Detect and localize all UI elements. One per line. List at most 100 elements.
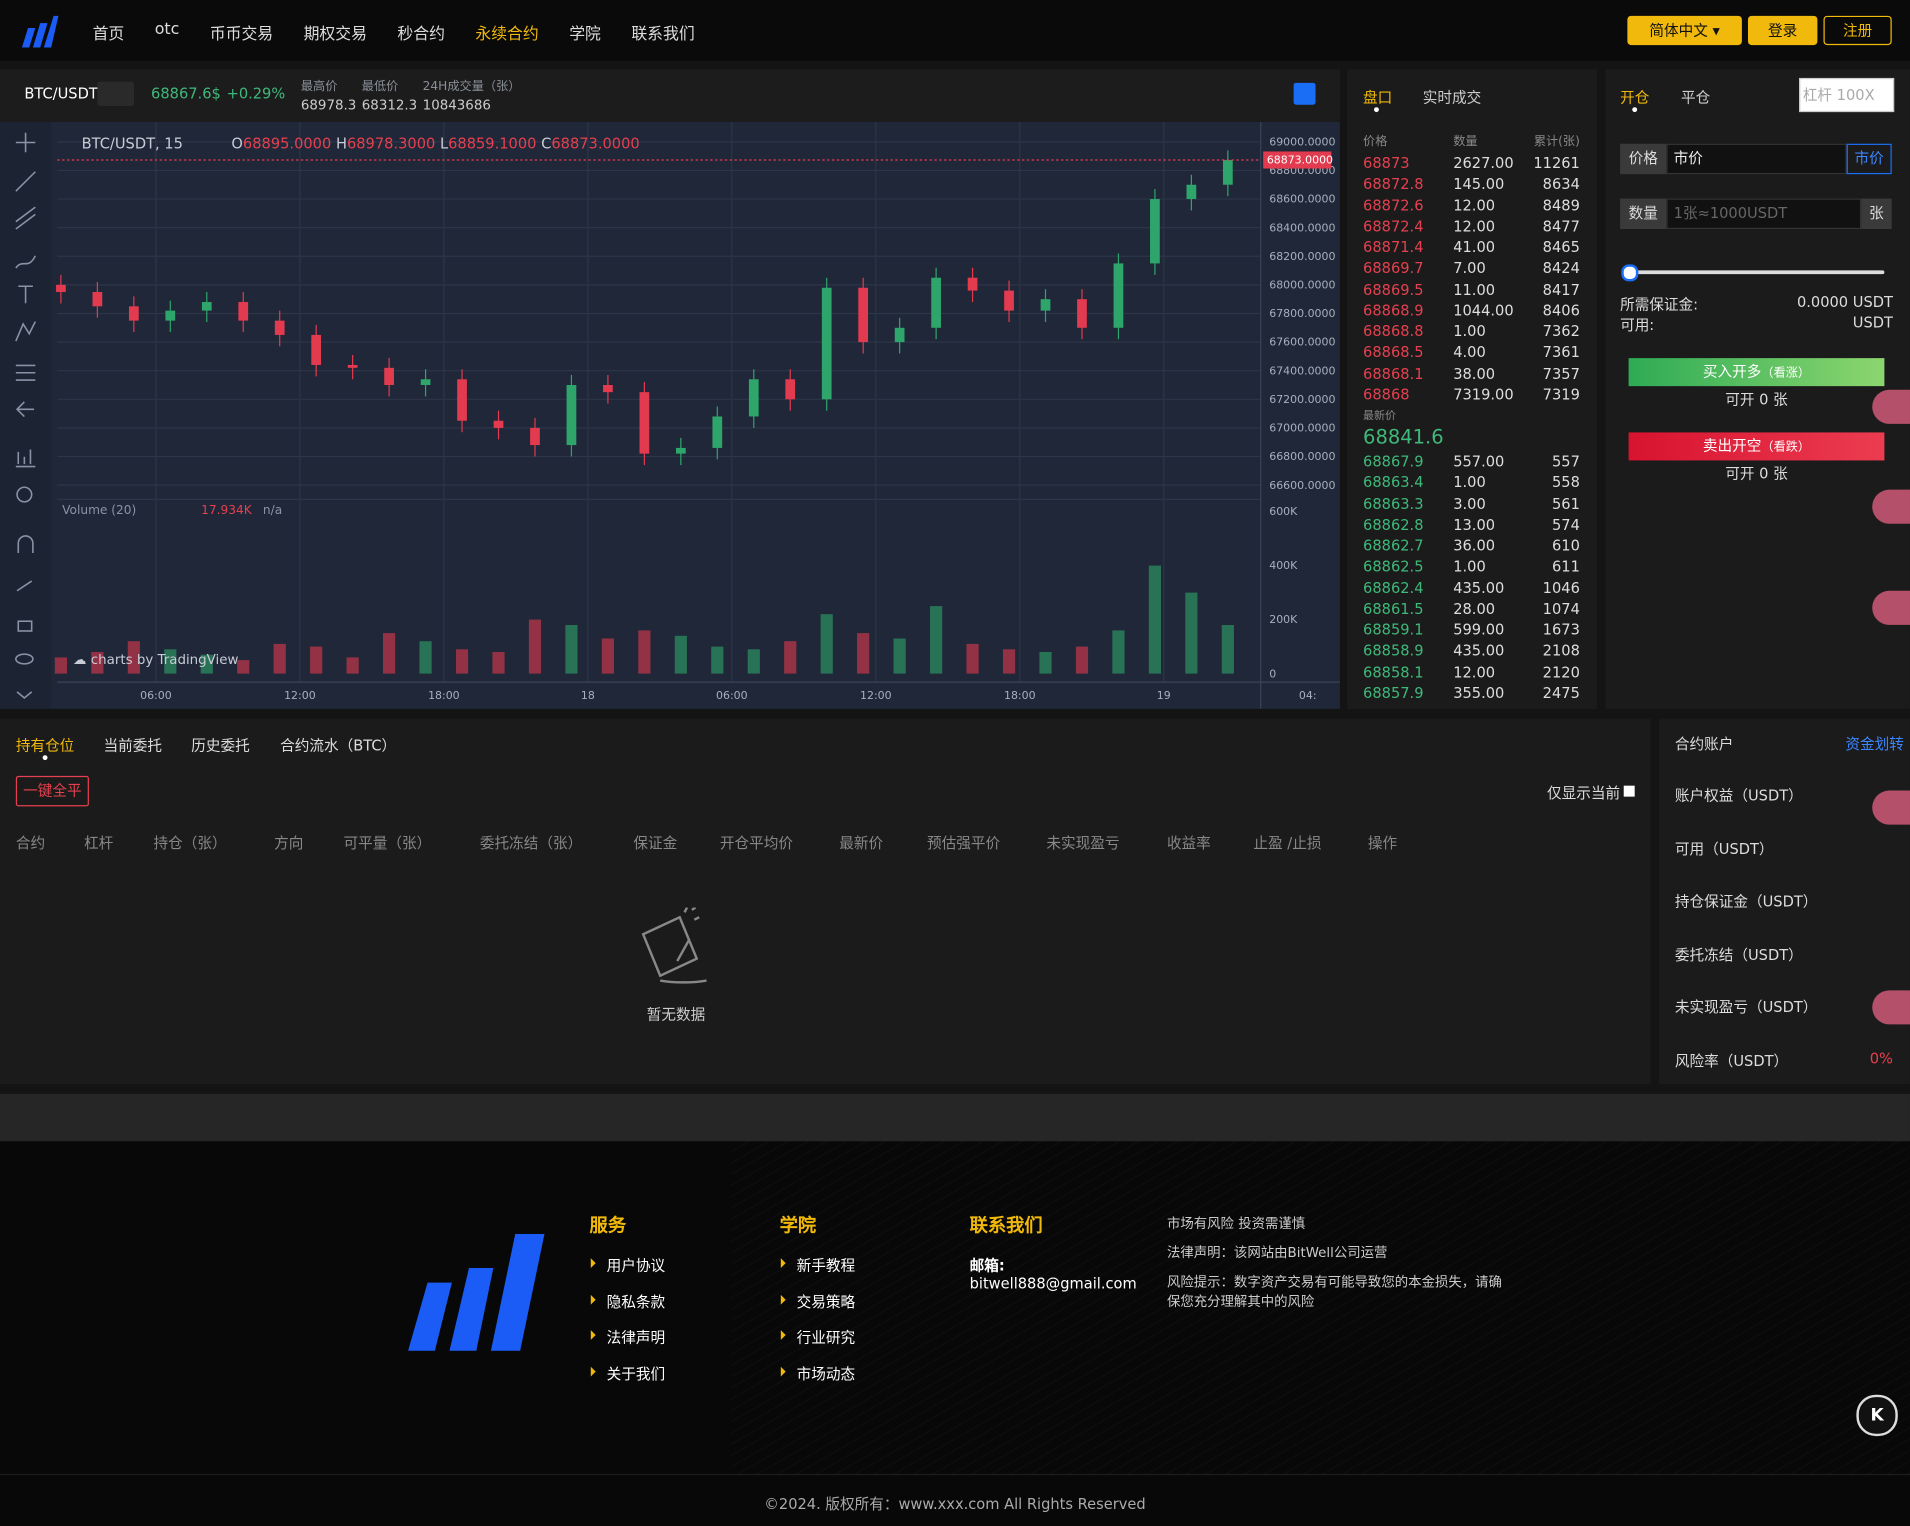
register-button[interactable]: 注册 (1823, 15, 1892, 46)
footer-link[interactable]: 交易策略 (796, 1293, 856, 1311)
bullet (590, 1294, 596, 1304)
email[interactable]: bitwell888@gmail.com (969, 1275, 1137, 1293)
magnet-tool[interactable] (17, 535, 34, 554)
volume-bar (1185, 592, 1198, 674)
tab-close[interactable]: 平仓 (1680, 88, 1711, 106)
brush-tool[interactable] (15, 255, 37, 269)
ticker-bar: BTC/USDT 68867.6$ +0.29% 最高价 68978.3 最低价… (0, 69, 1340, 122)
footer-link[interactable]: 用户协议 (606, 1257, 666, 1275)
volume-tick-label: 200K (1269, 613, 1298, 626)
nav-item[interactable]: 币币交易 (209, 25, 274, 44)
nav-item[interactable]: 联系我们 (631, 25, 695, 44)
lock-tool[interactable] (17, 620, 33, 632)
pattern-tool[interactable] (15, 321, 37, 342)
candle-body (748, 379, 759, 417)
pair[interactable]: BTC/USDT (24, 85, 98, 103)
translate-float[interactable] (1872, 990, 1910, 1025)
volume-legend-value: 17.934K (201, 504, 252, 518)
footer-link[interactable]: 隐私条款 (606, 1293, 666, 1311)
position-tab[interactable]: 持有仓位 (15, 736, 75, 755)
sell-note: （看跌） (1761, 440, 1811, 455)
nav-item[interactable]: 期权交易 (303, 25, 367, 44)
legend-l: 68859.1000 (448, 135, 537, 153)
buy-button[interactable]: 买入开多（看涨） (1628, 358, 1885, 387)
crosshair-tool[interactable] (15, 132, 36, 153)
orderbook-cell: 2108 (1542, 642, 1580, 660)
footer-link[interactable]: 市场动态 (796, 1364, 856, 1382)
orderbook-tab[interactable]: 实时成交 (1422, 88, 1482, 106)
line-tool[interactable] (15, 171, 36, 192)
nav-item[interactable]: 学院 (569, 25, 601, 44)
candle-body (967, 277, 978, 291)
chat-button[interactable]: K (1856, 1394, 1898, 1437)
x-tick-label: 19 (1157, 689, 1171, 702)
candle-body (92, 292, 103, 307)
market-button[interactable]: 市价 (1846, 143, 1892, 175)
position-tab[interactable]: 历史委托 (191, 736, 250, 755)
footer-link[interactable]: 关于我们 (606, 1364, 666, 1382)
position-tab[interactable]: 合约流水（BTC） (280, 736, 397, 755)
candle-body (238, 302, 249, 321)
transfer-link[interactable]: 资金划转 (1845, 735, 1904, 753)
candle-body (639, 392, 650, 454)
nav-item[interactable]: 永续合约 (475, 25, 539, 44)
column-header: 预估强平价 (926, 834, 1001, 852)
translate-float[interactable] (1872, 389, 1910, 424)
zoom-tool[interactable] (16, 486, 33, 503)
y-tick-label: 67200.0000 (1269, 393, 1335, 406)
footer-link[interactable]: 法律声明 (606, 1328, 666, 1347)
y-tick-label: 69000.0000 (1269, 135, 1335, 148)
slider-track (1627, 270, 1885, 275)
orderbook-tab[interactable]: 盘口 (1363, 88, 1393, 106)
last-price: 68841.6 (1363, 425, 1444, 449)
language-button[interactable]: 简体中文 ▾ (1627, 15, 1742, 46)
sell-button[interactable]: 卖出开空（看跌） (1628, 432, 1885, 461)
footer-link[interactable]: 新手教程 (796, 1257, 856, 1275)
measure-tool[interactable] (15, 364, 36, 381)
candle-body (347, 364, 358, 368)
orderbook-cell: 68857.9 (1363, 684, 1424, 702)
text-tool[interactable] (18, 285, 33, 304)
channel-tool[interactable] (15, 206, 36, 230)
eye-tool[interactable] (15, 653, 34, 665)
translate-float[interactable] (1872, 790, 1910, 825)
y-tick-label: 67400.0000 (1269, 364, 1335, 377)
nav-item[interactable]: 首页 (92, 25, 125, 44)
volume-bar (492, 652, 505, 674)
tab-open[interactable]: 开仓 (1620, 88, 1650, 106)
indicator-tool[interactable] (15, 449, 36, 468)
logo[interactable] (17, 13, 59, 48)
position-tab[interactable]: 当前委托 (103, 736, 163, 755)
orderbook-header: 数量 (1453, 135, 1478, 149)
footer-texture (730, 1141, 1910, 1474)
slider-knob[interactable] (1621, 264, 1639, 282)
only-current-checkbox[interactable] (1623, 785, 1635, 797)
watermark[interactable]: ☁ charts by TradingView (73, 651, 239, 668)
back-tool[interactable] (15, 401, 35, 418)
leverage-input[interactable]: 杠杆 100X (1799, 77, 1895, 113)
lock-draw-tool[interactable] (16, 580, 33, 592)
orderbook-cell: 557.00 (1453, 453, 1505, 471)
y-tick-label: 67800.0000 (1269, 307, 1335, 320)
nav-item[interactable]: 秒合约 (397, 25, 445, 44)
fullscreen-button[interactable] (1293, 82, 1316, 105)
more-tools[interactable] (16, 691, 33, 700)
y-tick-label: 67000.0000 (1269, 422, 1335, 435)
translate-float[interactable] (1872, 489, 1910, 524)
pair-toggle[interactable] (97, 81, 134, 106)
volume-bar (601, 638, 614, 674)
qty-input[interactable]: 1张≈1000USDT (1666, 198, 1862, 230)
bullet (780, 1294, 786, 1304)
login-button[interactable]: 登录 (1747, 15, 1818, 46)
orderbook-cell: 8465 (1542, 238, 1580, 256)
chart-legend: BTC/USDT, 15 O68895.0000 H68978.3000 L68… (82, 135, 640, 152)
footer-link[interactable]: 行业研究 (796, 1328, 856, 1347)
price-input[interactable]: 市价 (1666, 143, 1847, 175)
close-all-button[interactable]: 一键全平 (15, 775, 89, 807)
nav-item[interactable]: otc (154, 20, 180, 39)
orderbook-cell: 2627.00 (1453, 154, 1514, 172)
bullet (780, 1366, 786, 1376)
orderbook-cell: 68859.1 (1363, 621, 1424, 639)
translate-float[interactable] (1872, 590, 1910, 625)
orderbook-cell: 557 (1551, 453, 1580, 471)
